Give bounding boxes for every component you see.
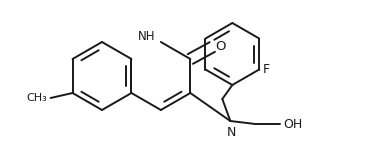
Text: CH₃: CH₃: [27, 93, 47, 103]
Text: NH: NH: [138, 29, 155, 43]
Text: O: O: [215, 40, 226, 52]
Text: OH: OH: [283, 117, 303, 131]
Text: F: F: [263, 63, 270, 76]
Text: N: N: [227, 126, 236, 139]
